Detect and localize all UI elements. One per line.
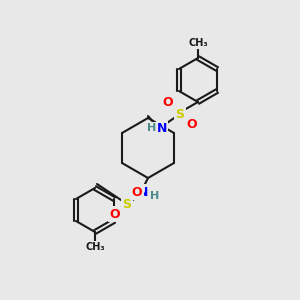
Text: S: S [122, 197, 131, 211]
Text: CH₃: CH₃ [188, 38, 208, 48]
Text: S: S [176, 107, 184, 121]
Text: O: O [110, 208, 120, 220]
Text: O: O [132, 185, 142, 199]
Text: H: H [147, 123, 157, 133]
Text: O: O [163, 95, 173, 109]
Text: N: N [157, 122, 167, 134]
Text: O: O [187, 118, 197, 130]
Text: H: H [150, 191, 160, 201]
Text: N: N [138, 185, 148, 199]
Text: CH₃: CH₃ [85, 242, 105, 252]
